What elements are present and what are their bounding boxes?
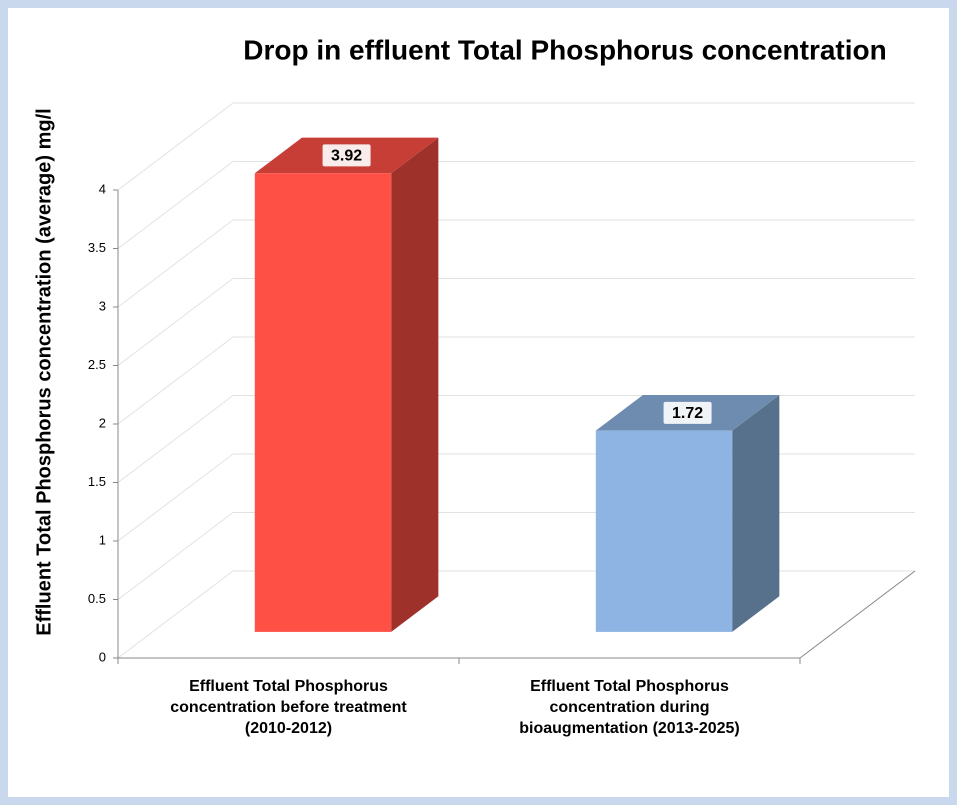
y-tick-label: 2.5: [88, 357, 106, 372]
grid-line: [117, 219, 234, 308]
y-tick-label: 2: [99, 415, 106, 430]
bar-side: [391, 137, 439, 632]
grid-line: [117, 102, 234, 191]
grid-line: [117, 336, 234, 425]
y-axis-title: Effluent Total Phosphorus concentration …: [33, 108, 55, 635]
y-tick-label: 4: [99, 181, 106, 196]
grid-line: [117, 512, 234, 600]
floor-edge: [799, 570, 916, 659]
value-label: 1.72: [672, 405, 703, 422]
y-tick-label: 1: [99, 532, 106, 547]
x-tick-label: Effluent Total Phosphorus concentration …: [519, 678, 740, 737]
grid-line: [117, 161, 234, 249]
grid-line: [117, 278, 234, 366]
grid-line: [117, 453, 234, 542]
y-tick-label: 3: [99, 298, 106, 313]
y-tick-label: 1.5: [88, 474, 106, 489]
grid-line: [117, 395, 234, 483]
grid-line: [117, 570, 234, 659]
value-label: 3.92: [331, 148, 362, 165]
chart-title: Drop in effluent Total Phosphorus concen…: [243, 34, 886, 65]
bar: [254, 173, 392, 632]
value-label-box: [322, 144, 371, 167]
value-label-box: [663, 401, 712, 424]
bar-side: [732, 394, 780, 632]
y-tick-label: 0: [99, 649, 106, 664]
y-tick-label: 0.5: [88, 591, 106, 606]
x-tick-label: Effluent Total Phosphorus concentration …: [170, 678, 407, 737]
y-tick-label: 3.5: [88, 240, 106, 255]
bar: [595, 430, 733, 632]
